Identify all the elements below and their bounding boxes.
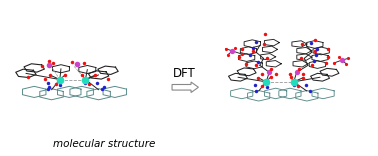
Text: DFT: DFT (172, 67, 195, 80)
Polygon shape (172, 82, 198, 93)
Text: molecular structure: molecular structure (53, 139, 156, 149)
